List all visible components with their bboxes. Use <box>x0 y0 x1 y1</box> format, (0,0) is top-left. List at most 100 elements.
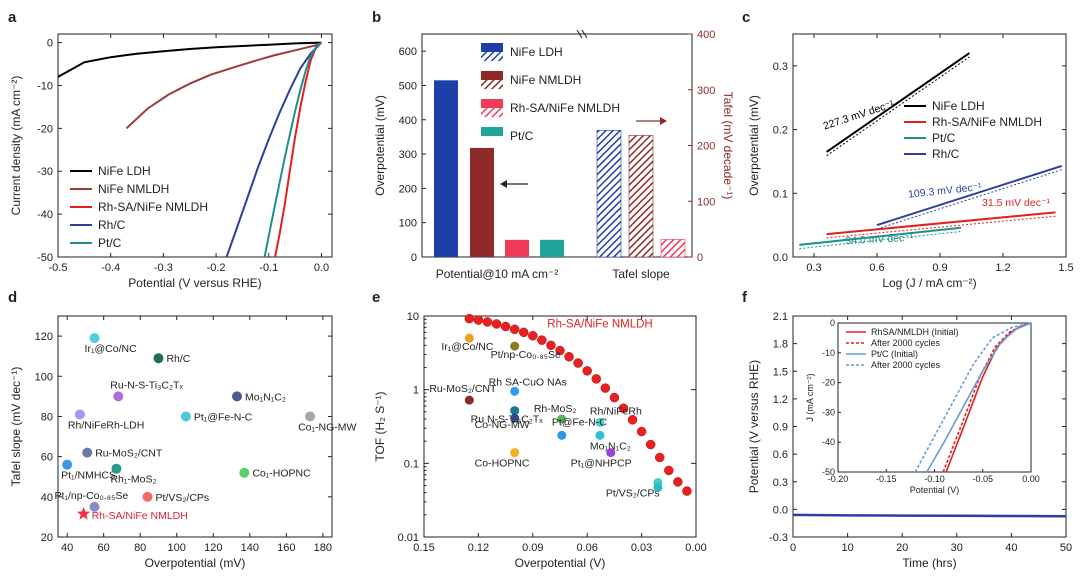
panel-a-ytick-label: -50 <box>37 252 53 264</box>
panel-c-y-axis-label: Overpotential (mV) <box>747 95 761 196</box>
panel-e-curve-point <box>564 351 574 362</box>
panel-d-xtick-label: 180 <box>314 542 332 554</box>
panel-b-axis-break <box>576 29 583 39</box>
panel-e-curve-point <box>546 340 556 351</box>
panel-f-inset-legend-rhsa-nmldh-initial: RhSA/NMLDH (Initial) <box>871 327 959 337</box>
panel-d-ytick-label: 60 <box>41 452 53 464</box>
panel-e-point-label: Pt@Fe-N-C <box>552 416 607 428</box>
panel-f-inset-y-axis-label: J (mA cm⁻²) <box>805 373 815 421</box>
panel-d-frame <box>57 315 333 538</box>
panel-e-xtick-label: 0.15 <box>413 542 434 554</box>
panel-e-ytick-label: 1 <box>413 385 419 397</box>
panel-e-point-label: Rh-MoS₂ <box>534 403 577 415</box>
panel-e-ytick-label: 0.01 <box>398 532 419 544</box>
panel-c-ytick-label: 0.1 <box>773 188 788 200</box>
panel-c-series-pt-c <box>799 226 962 246</box>
panel-c-xtick-label: 0.9 <box>932 262 947 274</box>
panel-c-slope-label-rh-c: 109.3 mV dec⁻¹ <box>908 181 983 201</box>
panel-e-point-rh-sa-cuo-nas <box>510 386 520 396</box>
panel-a-xtick-label: -0.2 <box>207 262 226 274</box>
panel-a-y-axis-label: Current density (mA cm⁻²) <box>9 76 23 216</box>
panel-d-xtick-label: 60 <box>98 542 110 554</box>
panel-b-ytick-right-label: 200 <box>697 141 715 153</box>
panel-c-xtick-label: 0.6 <box>869 262 884 274</box>
panel-d-point-label: Ru-N-S-Ti₃C₂Tₓ <box>110 379 183 391</box>
panel-a-series-rh-c <box>225 41 323 258</box>
panel-b-bar-overpotential-nife-ldh <box>434 80 458 257</box>
panel-a-series-nife-ldh <box>57 41 322 78</box>
panel-e-curve-point <box>664 465 674 476</box>
panel-a-frame <box>57 33 333 258</box>
panel-f-inset-legend-pt-c-initial: Pt/C (Initial) <box>871 349 918 359</box>
panel-b-y-axis-label-right: Tafel (mV decade⁻¹) <box>721 92 735 200</box>
panel-b-arrow-right-head <box>660 117 667 125</box>
panel-b-ytick-label: 600 <box>399 46 417 58</box>
panel-e-point-label: Ru N-S-Ti₃C₂Tₓ <box>471 414 544 426</box>
panel-f-inset-legend-after-2000-cycles: After 2000 cycles <box>871 338 941 348</box>
panel-e-curve-point <box>518 327 529 338</box>
panel-b: 0 100 200 300 400 500 600 0 100 200 300 400 Overpote… <box>373 29 735 281</box>
panel-e-point-rh-mos <box>557 414 567 424</box>
panel-c-legend-nife-ldh-text: NiFe LDH <box>932 99 985 113</box>
panel-b-ytick-label: 400 <box>399 115 417 127</box>
panel-d-point-ru-mos-cnt <box>82 447 93 458</box>
panel-f-ytick-label: 1.5 <box>773 366 788 378</box>
panel-d-ytick-label: 120 <box>35 331 53 343</box>
panel-a-xtick-label: -0.4 <box>101 262 120 274</box>
panel-e-point-ir-co-nc <box>464 333 474 343</box>
panel-d-ytick-label: 80 <box>41 411 53 423</box>
panel-f-inset-xtick-label: -0.10 <box>924 474 945 484</box>
panel-e-point-co-hopnc <box>510 448 520 458</box>
panel-d-point-pt-vs-cps <box>142 491 153 502</box>
panel-c-slope-label-pt-c: 34.0 mV dec⁻¹ <box>845 232 914 248</box>
panel-b-ytick-right-label: 0 <box>697 252 703 264</box>
panel-c-ytick-label: 0.0 <box>773 252 788 264</box>
panel-b-bar-tafel-rh-sa-nife-nmldh <box>660 239 686 258</box>
panel-e-point-pt-nhpcp <box>606 448 616 458</box>
panel-e-point-co-ng-mw <box>510 413 520 423</box>
panel-e-point-label: Pt/np-Co₀.₈₅Se <box>491 349 561 361</box>
panel-d-point-pt-np-co-se <box>89 501 100 512</box>
panel-b-ytick-label: 500 <box>399 80 417 92</box>
panel-d-x-axis-label: Overpotential (mV) <box>145 556 246 570</box>
panel-a-legend-pt-c-text: Pt/C <box>98 236 122 250</box>
panel-b-ytick-right-label: 400 <box>697 29 715 41</box>
panel-e-point-label: Mo₁N₁C₂ <box>590 440 631 452</box>
panel-e-curve-point <box>636 426 647 437</box>
panel-e-point-label: Pt/VS₂/CPs <box>606 487 660 499</box>
panel-c-series-rh-sa-nife-nmldh <box>826 211 1056 236</box>
panel-f-series-stability <box>792 513 1067 518</box>
panel-label-a: a <box>8 9 17 26</box>
panel-c-ytick-label: 0.2 <box>773 125 788 137</box>
panel-d-point-pt-nmhcs <box>62 459 73 470</box>
panel-f-inset-xtick-label: -0.05 <box>972 474 993 484</box>
panel-b-legend-rh-sa-nife-nmldh: Rh-SA/NiFe NMLDH <box>510 101 620 115</box>
panel-f-inset-ytick-label: -50 <box>822 467 835 477</box>
panel-e-frame <box>423 315 697 538</box>
panel-a: -0.5 -0.4 -0.3 -0.2 -0.1 0.0 0 -10 -20 -30 -40 -50 P… <box>9 33 333 290</box>
panel-b-legend-nife-nmldh: NiFe NMLDH <box>510 73 581 87</box>
panel-c-legend-pt-c-text: Pt/C <box>932 131 956 145</box>
panel-d-point-label: Rh/NiFeRh-LDH <box>68 419 144 431</box>
panel-b-legend-nife-ldh: NiFe LDH <box>510 45 563 59</box>
panel-d-xtick-label: 120 <box>204 542 222 554</box>
panel-d-point-label: Rh/C <box>166 353 190 365</box>
panel-e-point-label: Rh/NiFeRh <box>590 405 642 417</box>
panel-e-point-label: Pt₁@NHPCP <box>571 458 632 470</box>
panel-d-xtick-label: 160 <box>277 542 295 554</box>
panel-e-curve-point <box>491 319 502 329</box>
panel-e: 0.15 0.12 0.09 0.06 0.03 0.00 0.01 0.1 1 10 Overpo… <box>373 311 707 570</box>
panel-b-category-label: Tafel slope <box>612 267 670 281</box>
panel-e-curve-point <box>627 415 638 425</box>
panel-e-xtick-label: 0.00 <box>685 542 706 554</box>
panel-b-legend-swatch-solid <box>481 71 503 80</box>
panel-e-xtick-label: 0.06 <box>576 542 597 554</box>
panel-a-ytick-label: 0 <box>47 38 53 50</box>
panel-b-legend-swatch-hatched <box>481 52 503 61</box>
panel-d-point-co-ng-mw <box>305 411 316 422</box>
panel-f-inset-series-after-2000-cycles-1 <box>942 322 1032 473</box>
panel-d-point-co-hopnc <box>239 467 250 478</box>
panel-a-legend-nife-nmldh-text: NiFe NMLDH <box>98 182 169 196</box>
panel-c-fit-pt-c <box>799 231 962 250</box>
panel-c-slope-label-rh-sa-nife-nmldh: 31.5 mV dec⁻¹ <box>982 197 1050 209</box>
